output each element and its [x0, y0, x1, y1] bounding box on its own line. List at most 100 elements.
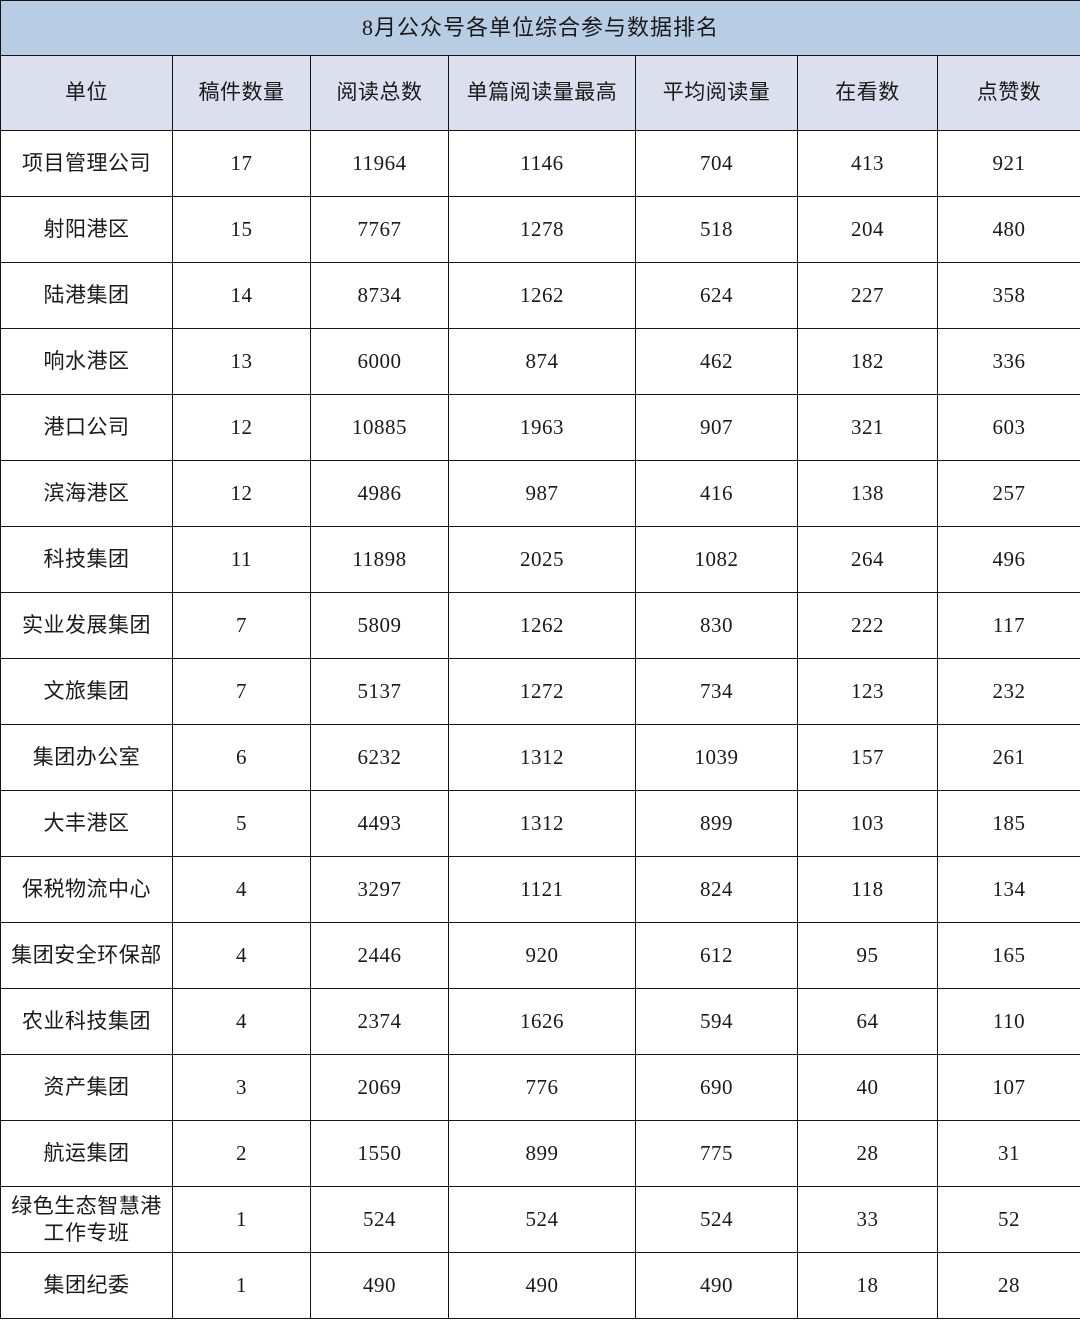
cell-max-single-reads: 524	[448, 1186, 636, 1253]
cell-unit-name: 实业发展集团	[0, 592, 173, 659]
column-header-like-count: 点赞数	[936, 55, 1080, 131]
cell-like-count: 165	[936, 922, 1080, 989]
cell-watching-count: 182	[797, 328, 938, 395]
cell-like-count: 117	[936, 592, 1080, 659]
cell-total-reads: 1550	[310, 1120, 449, 1187]
table-row: 实业发展集团 7 5809 1262 830 222 117	[0, 592, 1080, 659]
cell-total-reads: 3297	[310, 856, 449, 923]
cell-average-reads: 594	[635, 988, 798, 1055]
cell-max-single-reads: 1262	[448, 592, 636, 659]
cell-max-single-reads: 920	[448, 922, 636, 989]
cell-total-reads: 6000	[310, 328, 449, 395]
cell-like-count: 134	[936, 856, 1080, 923]
cell-like-count: 261	[936, 724, 1080, 791]
cell-watching-count: 157	[797, 724, 938, 791]
cell-watching-count: 40	[797, 1054, 938, 1121]
cell-average-reads: 775	[635, 1120, 798, 1187]
cell-article-count: 13	[172, 328, 311, 395]
cell-max-single-reads: 1626	[448, 988, 636, 1055]
cell-watching-count: 222	[797, 592, 938, 659]
cell-total-reads: 7767	[310, 196, 449, 263]
cell-unit-name: 响水港区	[0, 328, 173, 395]
table-row: 农业科技集团 4 2374 1626 594 64 110	[0, 988, 1080, 1055]
table-row: 滨海港区 12 4986 987 416 138 257	[0, 460, 1080, 527]
cell-average-reads: 1039	[635, 724, 798, 791]
table-row: 绿色生态智慧港工作专班 1 524 524 524 33 52	[0, 1186, 1080, 1253]
cell-total-reads: 4986	[310, 460, 449, 527]
cell-average-reads: 830	[635, 592, 798, 659]
cell-max-single-reads: 899	[448, 1120, 636, 1187]
table-row: 射阳港区 15 7767 1278 518 204 480	[0, 196, 1080, 263]
cell-max-single-reads: 776	[448, 1054, 636, 1121]
cell-average-reads: 824	[635, 856, 798, 923]
cell-like-count: 358	[936, 262, 1080, 329]
cell-average-reads: 524	[635, 1186, 798, 1253]
cell-max-single-reads: 1963	[448, 394, 636, 461]
table-row: 集团办公室 6 6232 1312 1039 157 261	[0, 724, 1080, 791]
cell-max-single-reads: 490	[448, 1252, 636, 1319]
cell-unit-name: 保税物流中心	[0, 856, 173, 923]
cell-watching-count: 123	[797, 658, 938, 725]
cell-average-reads: 612	[635, 922, 798, 989]
cell-like-count: 921	[936, 130, 1080, 197]
column-header-max-single-reads: 单篇阅读量最高	[448, 55, 636, 131]
cell-total-reads: 2069	[310, 1054, 449, 1121]
cell-max-single-reads: 987	[448, 460, 636, 527]
cell-article-count: 1	[172, 1252, 311, 1319]
cell-watching-count: 321	[797, 394, 938, 461]
cell-watching-count: 118	[797, 856, 938, 923]
cell-total-reads: 11964	[310, 130, 449, 197]
cell-article-count: 6	[172, 724, 311, 791]
cell-average-reads: 490	[635, 1252, 798, 1319]
cell-unit-name: 港口公司	[0, 394, 173, 461]
cell-like-count: 336	[936, 328, 1080, 395]
cell-like-count: 496	[936, 526, 1080, 593]
table-row: 航运集团 2 1550 899 775 28 31	[0, 1120, 1080, 1187]
cell-average-reads: 704	[635, 130, 798, 197]
cell-like-count: 110	[936, 988, 1080, 1055]
table-row: 资产集团 3 2069 776 690 40 107	[0, 1054, 1080, 1121]
column-header-total-reads: 阅读总数	[310, 55, 449, 131]
table-row: 集团安全环保部 4 2446 920 612 95 165	[0, 922, 1080, 989]
table-row: 项目管理公司 17 11964 1146 704 413 921	[0, 130, 1080, 197]
column-header-watching-count: 在看数	[797, 55, 938, 131]
cell-unit-name: 集团纪委	[0, 1252, 173, 1319]
cell-watching-count: 64	[797, 988, 938, 1055]
table-row: 文旅集团 7 5137 1272 734 123 232	[0, 658, 1080, 725]
cell-watching-count: 28	[797, 1120, 938, 1187]
table-row: 响水港区 13 6000 874 462 182 336	[0, 328, 1080, 395]
cell-article-count: 7	[172, 592, 311, 659]
cell-watching-count: 103	[797, 790, 938, 857]
cell-unit-name: 大丰港区	[0, 790, 173, 857]
cell-max-single-reads: 1272	[448, 658, 636, 725]
table-row: 保税物流中心 4 3297 1121 824 118 134	[0, 856, 1080, 923]
cell-unit-name: 集团办公室	[0, 724, 173, 791]
cell-total-reads: 2446	[310, 922, 449, 989]
cell-average-reads: 518	[635, 196, 798, 263]
cell-unit-name: 农业科技集团	[0, 988, 173, 1055]
cell-average-reads: 690	[635, 1054, 798, 1121]
cell-like-count: 185	[936, 790, 1080, 857]
cell-article-count: 12	[172, 460, 311, 527]
cell-average-reads: 907	[635, 394, 798, 461]
cell-max-single-reads: 1121	[448, 856, 636, 923]
cell-unit-name: 项目管理公司	[0, 130, 173, 197]
cell-like-count: 28	[936, 1252, 1080, 1319]
cell-watching-count: 227	[797, 262, 938, 329]
cell-average-reads: 624	[635, 262, 798, 329]
cell-article-count: 11	[172, 526, 311, 593]
cell-max-single-reads: 874	[448, 328, 636, 395]
cell-article-count: 7	[172, 658, 311, 725]
cell-article-count: 14	[172, 262, 311, 329]
cell-watching-count: 18	[797, 1252, 938, 1319]
cell-unit-name: 集团安全环保部	[0, 922, 173, 989]
cell-watching-count: 204	[797, 196, 938, 263]
cell-article-count: 5	[172, 790, 311, 857]
cell-watching-count: 33	[797, 1186, 938, 1253]
cell-max-single-reads: 1146	[448, 130, 636, 197]
cell-unit-name: 陆港集团	[0, 262, 173, 329]
cell-watching-count: 138	[797, 460, 938, 527]
cell-article-count: 12	[172, 394, 311, 461]
